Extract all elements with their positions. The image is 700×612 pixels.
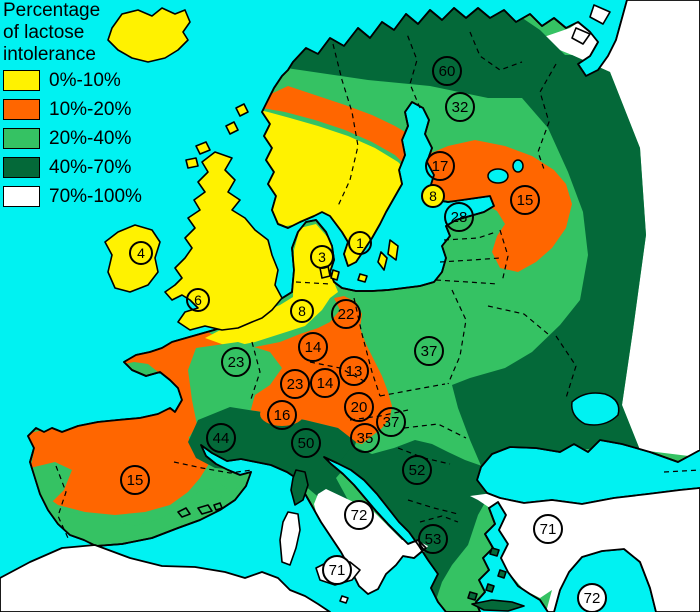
map-marker-4: 4 (129, 241, 153, 265)
map-marker-8: 8 (421, 184, 445, 208)
legend-entry: 10%-20% (3, 99, 142, 120)
islands-aegean (467, 547, 507, 601)
legend-entry: 20%-40% (3, 128, 142, 149)
island-gotland (387, 239, 399, 261)
island-corsica (290, 469, 309, 506)
legend-entries: 0%-10% 10%-20% 20%-40% 40%-70% 70%-100% (3, 70, 142, 207)
legend-entry: 70%-100% (3, 186, 142, 207)
country-borders (55, 31, 700, 539)
map-marker-22: 22 (331, 299, 361, 329)
legend-label: 20%-40% (49, 127, 132, 149)
zone-white-south-italy (314, 489, 428, 596)
island-hebrides (185, 141, 211, 169)
zone-orange-scandinavia-band (258, 86, 434, 186)
island-sardinia (279, 511, 301, 566)
legend-title-line: intolerance (3, 44, 96, 65)
legend-swatch-cat_20_40 (3, 128, 40, 149)
lake-ladoga (487, 168, 509, 184)
zone-darkgreen-north-russia (245, 0, 646, 468)
legend-entry: 40%-70% (3, 157, 142, 178)
zone-darkgreen-balkans-greece (340, 440, 500, 612)
island-crete (471, 599, 525, 612)
map-marker-17: 17 (425, 151, 455, 181)
islands-balearic (177, 502, 223, 518)
zone-white-northeast (535, 0, 700, 458)
legend-title-line: Percentage (3, 0, 101, 21)
map-marker-72: 72 (577, 583, 607, 612)
zone-green-south-iberia (28, 462, 222, 542)
legend-label: 0%-10% (49, 69, 121, 91)
map-marker-3: 3 (310, 245, 334, 269)
legend-swatch-cat_10_20 (3, 99, 40, 120)
island-iceland (107, 7, 191, 63)
map-marker-6: 6 (186, 288, 210, 312)
map-marker-72: 72 (344, 500, 374, 530)
north-africa-landmass (0, 544, 331, 612)
island-bornholm (357, 273, 368, 283)
map-marker-15: 15 (510, 185, 540, 215)
island-orkney (225, 121, 239, 135)
inland-seas (487, 159, 620, 426)
legend-swatch-cat_70_100 (3, 186, 40, 207)
map-marker-15: 15 (120, 465, 150, 495)
islands-arctic (571, 4, 611, 45)
map-marker-53: 53 (418, 524, 448, 554)
lake-onega (512, 159, 524, 173)
map-marker-23: 23 (280, 369, 310, 399)
legend-label: 10%-20% (49, 98, 132, 120)
legend-swatch-cat_40_70 (3, 157, 40, 178)
map-marker-20: 20 (344, 392, 374, 422)
map-marker-52: 52 (402, 455, 432, 485)
map-marker-60: 60 (432, 56, 462, 86)
map-marker-35: 35 (350, 423, 380, 453)
legend-label: 40%-70% (49, 156, 132, 178)
map-marker-32: 32 (445, 92, 475, 122)
map-marker-37: 37 (376, 407, 406, 437)
map-marker-14: 14 (298, 332, 328, 362)
map-marker-71: 71 (533, 514, 563, 544)
map-marker-1: 1 (348, 231, 372, 255)
island-shetland (235, 103, 249, 117)
map-marker-8: 8 (290, 299, 314, 323)
map-marker-71: 71 (322, 555, 352, 585)
legend: Percentage of lactose intolerance 0%-10%… (3, 0, 142, 215)
sea-of-azov (571, 392, 620, 426)
island-great-britain (164, 151, 283, 331)
legend-label: 70%-100% (49, 185, 142, 207)
map-marker-23: 23 (221, 347, 251, 377)
zone-orange-finland-nwrussia (424, 140, 572, 272)
island-malta (339, 595, 349, 604)
legend-entry: 0%-10% (3, 70, 142, 91)
map-marker-28: 28 (444, 202, 474, 232)
island-oland (377, 251, 388, 271)
map-marker-44: 44 (206, 423, 236, 453)
zone-orange-iberia (28, 406, 210, 515)
map-marker-37: 37 (414, 336, 444, 366)
map-marker-50: 50 (291, 428, 321, 458)
map-marker-16: 16 (267, 400, 297, 430)
map-marker-14: 14 (310, 368, 340, 398)
legend-title-line: of lactose (3, 22, 85, 43)
legend-swatch-cat_0_10 (3, 70, 40, 91)
legend-title: Percentage of lactose intolerance (3, 0, 142, 66)
map-marker-13: 13 (339, 356, 369, 386)
zone-yellow-south-scandinavia (250, 108, 436, 268)
